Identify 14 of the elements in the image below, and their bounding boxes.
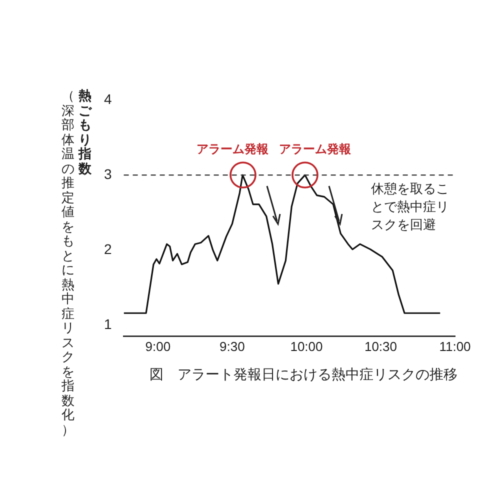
x-tick-label: 10:00 xyxy=(290,338,323,354)
x-tick-label: 10:30 xyxy=(364,338,398,354)
x-tick-label: 9:00 xyxy=(145,338,171,354)
y-tick-label: 4 xyxy=(104,90,112,107)
annotation: 休憩を取ることで熱中症リスクを回避 xyxy=(371,181,450,236)
x-tick-label: 11:00 xyxy=(439,338,471,354)
text: 図 アラート発報日における熱中症リスクの推移 xyxy=(149,366,458,384)
text: 熱ごもり指数（深部体温の推定値をもとに熱中症リスクを指数化） xyxy=(62,89,92,438)
x-tick-label: 9:30 xyxy=(220,338,245,354)
y-tick-label: 1 xyxy=(104,316,112,332)
y-tick-label: 2 xyxy=(104,240,112,257)
annotation: アラーム発報 xyxy=(278,142,352,156)
annotation: アラーム発報 xyxy=(196,142,270,156)
y-tick-label: 3 xyxy=(104,166,112,182)
